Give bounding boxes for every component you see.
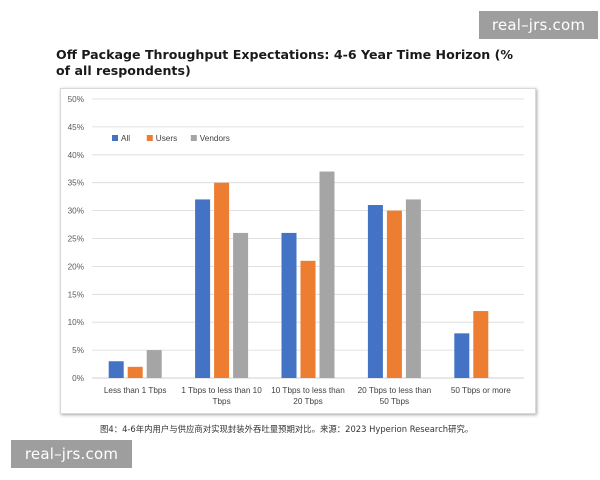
y-tick-label: 0%	[72, 374, 84, 383]
y-tick-label: 15%	[68, 290, 84, 299]
x-tick-label: 50 Tbps	[380, 397, 409, 406]
bar-all	[367, 205, 383, 378]
y-tick-label: 50%	[68, 95, 84, 104]
bar-all	[195, 199, 211, 378]
bar-users	[127, 366, 143, 378]
chart-title: Off Package Throughput Expectations: 4-6…	[56, 47, 513, 78]
x-tick-label: Tbps	[212, 397, 230, 406]
bar-users	[214, 182, 230, 378]
y-tick-label: 25%	[68, 235, 84, 244]
bar-users	[386, 210, 402, 378]
bar-all	[454, 333, 470, 378]
watermark-bottom: real–jrs.com	[11, 440, 132, 468]
bar-users	[300, 260, 316, 378]
legend-label: Vendors	[200, 134, 230, 143]
x-tick-label: Less than 1 Tbps	[104, 386, 167, 395]
y-tick-label: 40%	[68, 151, 84, 160]
bar-vendors	[319, 171, 335, 378]
bar-all	[108, 361, 124, 378]
bar-vendors	[146, 350, 162, 378]
bar-users	[473, 311, 489, 378]
bar-all	[281, 232, 297, 378]
y-tick-label: 5%	[72, 346, 84, 355]
bar-vendors	[405, 199, 421, 378]
y-tick-label: 10%	[68, 318, 84, 327]
legend-label: Users	[156, 134, 177, 143]
y-tick-label: 30%	[68, 207, 84, 216]
legend-swatch	[190, 135, 197, 141]
x-tick-label: 20 Tbps	[293, 397, 322, 406]
y-tick-label: 45%	[68, 123, 84, 132]
watermark-top: real–jrs.com	[479, 11, 598, 39]
y-tick-label: 35%	[68, 179, 84, 188]
bar-vendors	[233, 232, 249, 378]
x-tick-label: 50 Tbps or more	[451, 386, 511, 395]
legend-label: All	[121, 134, 130, 143]
legend-swatch	[112, 135, 118, 141]
legend-swatch	[146, 135, 153, 141]
x-tick-label: 10 Tbps to less than	[271, 386, 345, 395]
x-tick-label: 20 Tbps to less than	[358, 386, 432, 395]
y-tick-label: 20%	[68, 262, 84, 271]
figure-caption: 图4：4-6年内用户与供应商对实现封装外吞吐量预期对比。来源：2023 Hype…	[100, 424, 474, 434]
x-tick-label: 1 Tbps to less than 10	[181, 386, 262, 395]
